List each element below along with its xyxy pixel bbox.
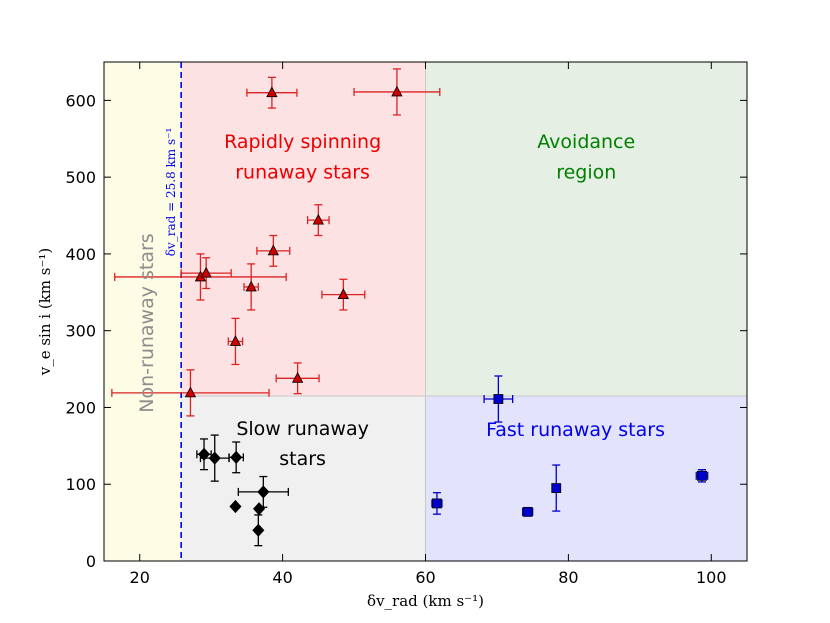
x-axis-label: δv_rad (km s⁻¹) (367, 592, 484, 610)
region-rapid (181, 62, 426, 396)
region-label-slow-line2: stars (279, 448, 326, 470)
data-point-square (551, 483, 562, 493)
data-point-diamond (230, 450, 243, 464)
region-slow (181, 395, 426, 561)
axis-labels: δv_rad (km s⁻¹) v_e sin i (km s⁻¹) (36, 248, 484, 610)
data-point-square (432, 498, 442, 509)
data-point-triangle (291, 371, 304, 383)
data-point-diamond (208, 451, 221, 465)
x-tick-label: 60 (415, 568, 435, 587)
x-tick-label: 40 (272, 568, 292, 587)
threshold-label: δv_rad = 25.8 km s⁻¹ (164, 128, 178, 257)
data-point-diamond (197, 447, 211, 461)
data-point-triangle (337, 288, 350, 300)
data-point-triangle (200, 266, 212, 278)
region-non-runaway (104, 62, 182, 561)
data-point-square (522, 506, 533, 517)
data-point-triangle (267, 244, 279, 256)
data-markers (184, 85, 707, 537)
y-tick-label: 200 (65, 398, 96, 417)
data-point-diamond (257, 485, 270, 499)
data-point-square (493, 394, 504, 404)
region-avoidance (425, 62, 747, 396)
data-point-diamond (252, 523, 265, 537)
region-label-rapid-line1: Rapidly spinning (224, 131, 381, 153)
data-point-triangle (229, 335, 242, 346)
data-point-triangle (245, 280, 257, 292)
region-label-avoidance-line1: Avoidance (537, 131, 635, 153)
data-point-triangle (312, 213, 324, 225)
y-tick-label: 600 (65, 91, 96, 110)
y-tick-label: 100 (65, 475, 96, 494)
y-tick-label: 400 (65, 245, 96, 264)
region-label-avoidance-line2: region (556, 162, 616, 184)
x-tick-label: 100 (696, 568, 727, 587)
data-point-diamond (252, 502, 266, 516)
region-label-non-runaway: Non-runaway stars (136, 233, 158, 412)
region-fast (425, 395, 747, 561)
data-point-diamond (229, 499, 242, 514)
x-tick-label: 20 (130, 568, 150, 587)
region-labels: Non-runaway stars Rapidly spinning runaway… (136, 131, 665, 470)
y-tick-label: 300 (65, 322, 96, 341)
x-tick-label: 80 (558, 568, 578, 587)
y-tick-label: 0 (86, 552, 96, 571)
data-point-triangle (391, 85, 403, 97)
data-point-square (697, 470, 707, 481)
region-label-fast: Fast runaway stars (486, 419, 665, 441)
y-axis-label: v_e sin i (km s⁻¹) (36, 248, 54, 377)
threshold-line: δv_rad = 25.8 km s⁻¹ (164, 62, 182, 561)
region-label-slow-line1: Slow runaway (236, 418, 369, 440)
y-tick-label: 500 (65, 168, 96, 187)
region-label-rapid-line2: runaway stars (235, 162, 370, 184)
data-point-triangle (184, 386, 197, 398)
data-point-triangle (266, 86, 278, 98)
background-regions (104, 62, 747, 561)
axis-ticks: 20 40 60 80 100 0 100 200 300 400 500 600 (65, 62, 747, 587)
